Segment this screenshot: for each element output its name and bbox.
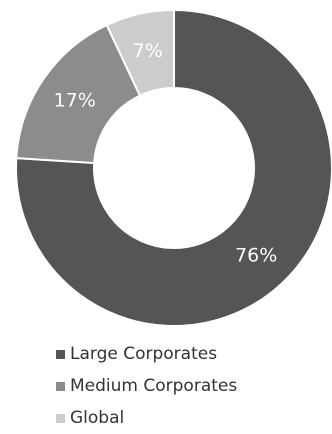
donut-chart: 76% 17% 7% [15, 8, 332, 327]
legend-item-large-corporates: Large Corporates [56, 338, 237, 370]
legend-swatch [56, 381, 65, 391]
legend-label: Medium Corporates [70, 376, 238, 396]
legend-label: Global [70, 408, 125, 428]
slice-label-medium-corporates: 17% [54, 90, 96, 112]
slice-label-large-corporates: 76% [235, 244, 277, 266]
legend-swatch [56, 349, 65, 359]
slice-large-corporates [15, 8, 332, 327]
legend-item-medium-corporates: Medium Corporates [56, 370, 237, 402]
legend-item-global: Global [56, 402, 237, 434]
slice-medium-corporates [15, 23, 142, 165]
legend-swatch [56, 413, 65, 423]
slice-global [105, 8, 175, 97]
slice-label-global: 7% [133, 40, 163, 62]
legend: Large Corporates Medium Corporates Global [56, 338, 237, 434]
legend-label: Large Corporates [70, 344, 218, 364]
